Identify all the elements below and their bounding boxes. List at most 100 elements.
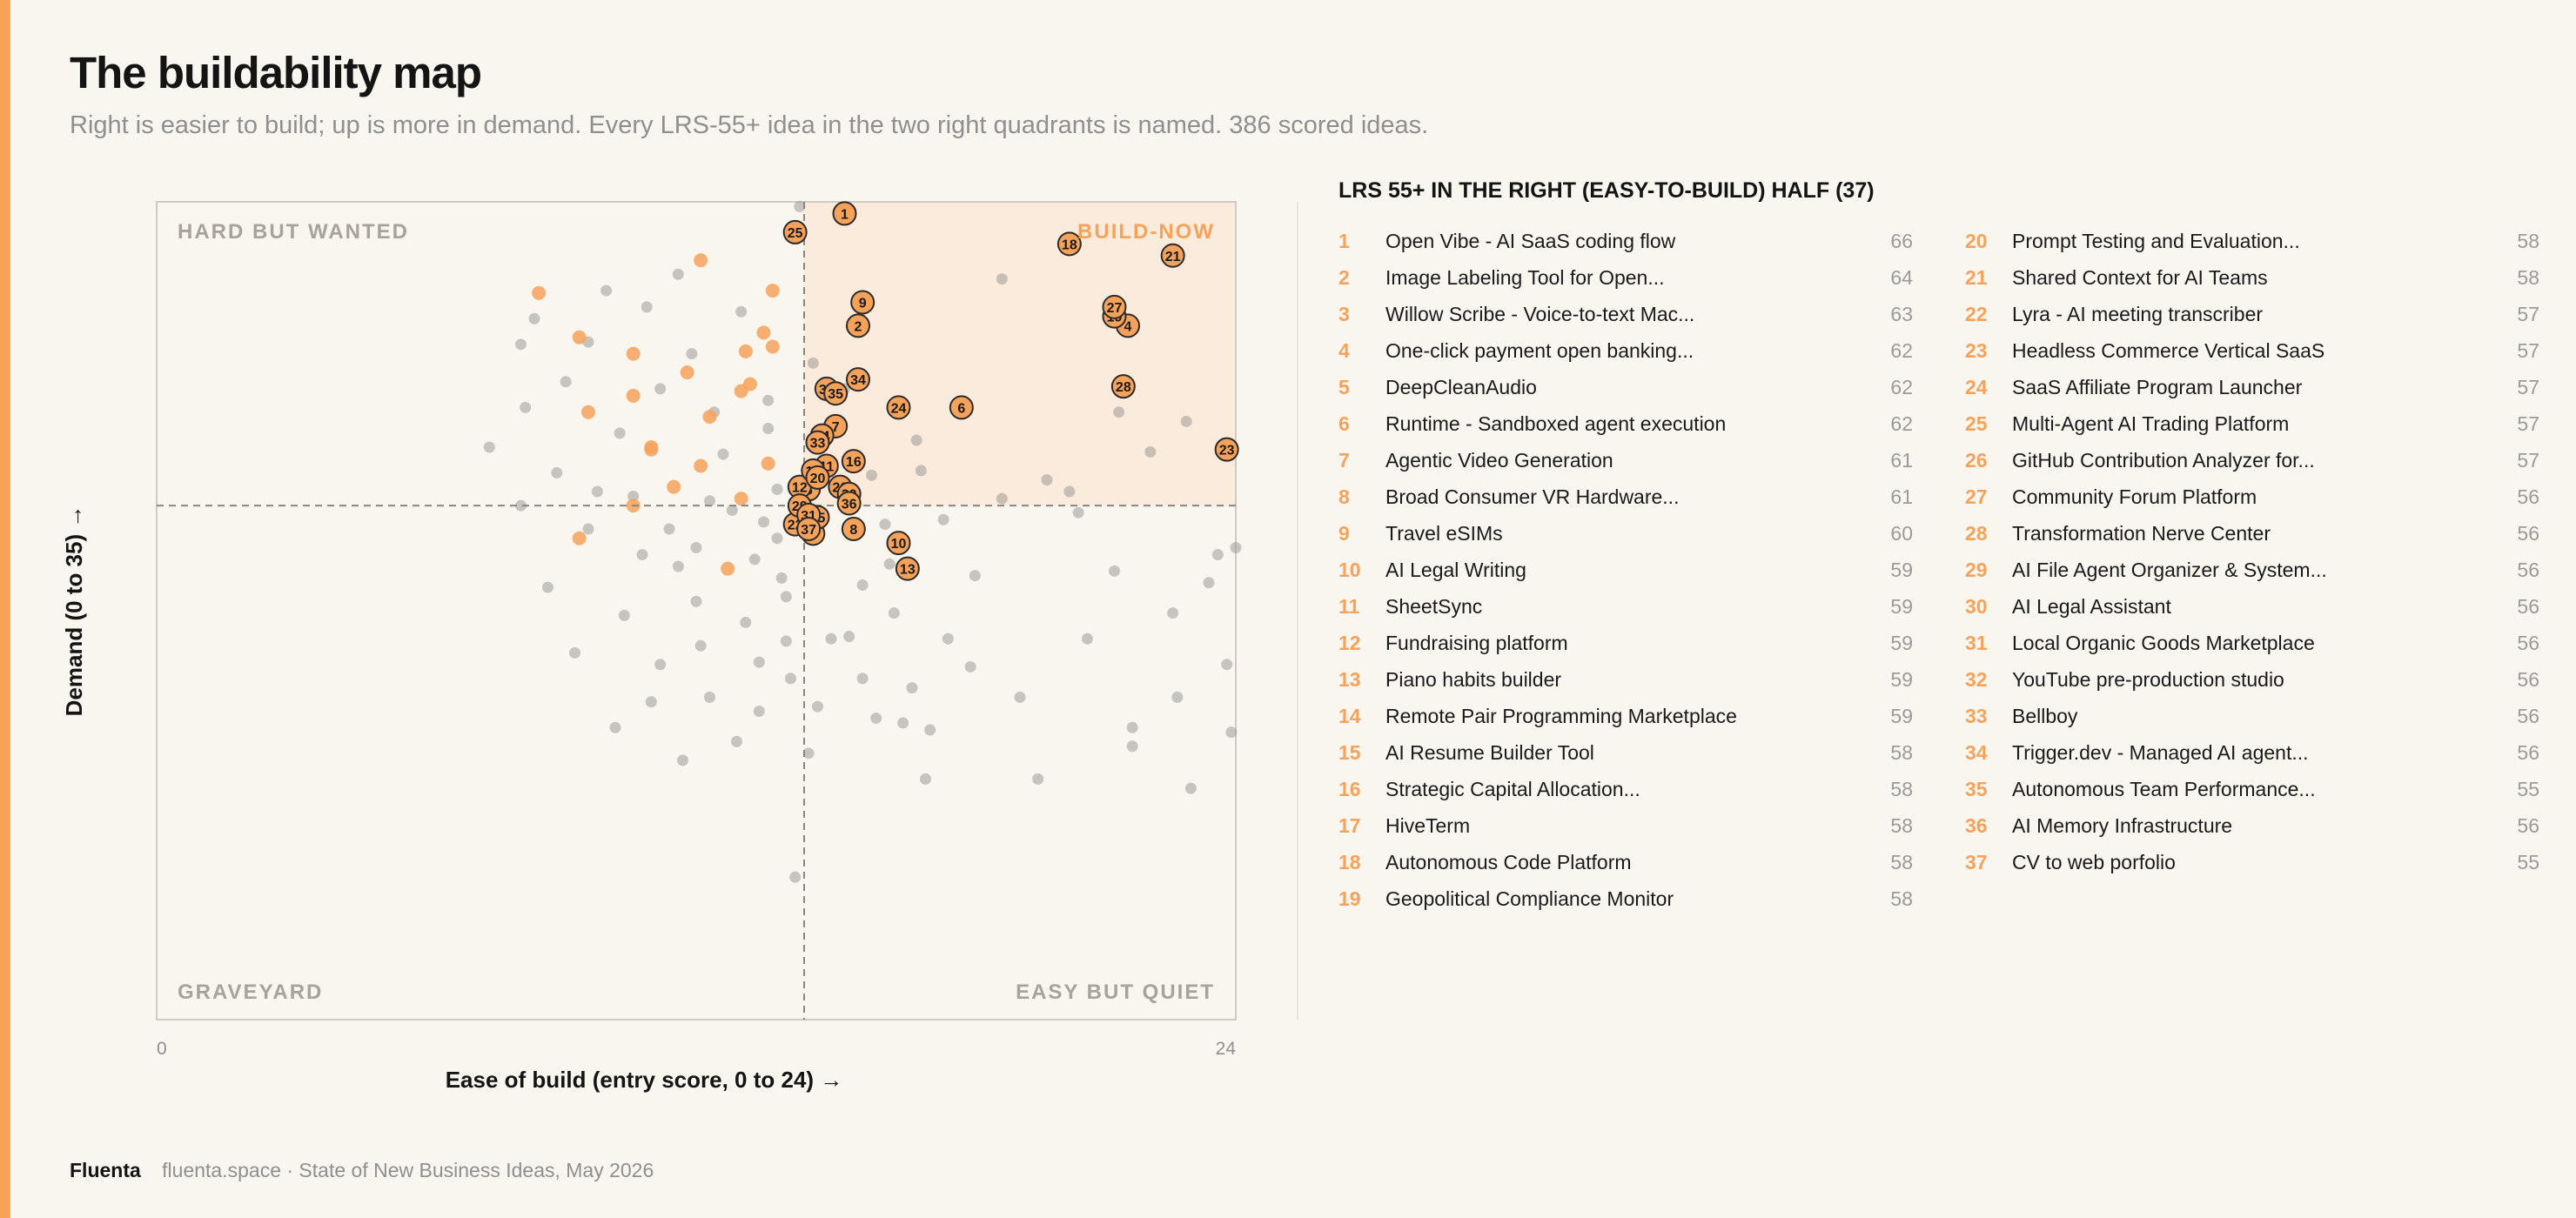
labeled-point-18: 18 [1057,231,1082,257]
highlight-point-15 [721,561,735,576]
list-item-name: Geopolitical Compliance Monitor [1385,887,1674,910]
list-item-number: 15 [1338,741,1361,764]
labeled-point-id: 25 [788,226,803,241]
data-point-59 [515,499,527,512]
list-item-name: YouTube pre-production studio [2012,668,2284,691]
data-point-41 [879,519,891,531]
list-item-name: GitHub Contribution Analyzer for... [2012,449,2315,472]
list-item-name: Runtime - Sandboxed agent execution [1385,412,1727,435]
quadrant-label-easy-but-quiet: EASY BUT QUIET [1016,980,1215,1004]
labeled-point-6: 6 [949,395,974,420]
labeled-point-marker [805,465,830,490]
list-item-score: 62 [1890,376,1913,398]
list-item-number: 5 [1338,376,1350,398]
labeled-point-id: 6 [957,401,965,416]
data-point-6 [654,383,667,395]
list-item: 24 SaaS Affiliate Program Launcher 57 [1965,369,2539,405]
labeled-point-id: 1 [841,207,849,222]
list-item: 28 Transformation Nerve Center 56 [1965,515,2539,552]
labeled-point-27: 27 [1102,294,1127,319]
data-point-85 [915,465,927,477]
labeled-point-id: 21 [1165,250,1181,264]
data-point-91 [1221,659,1233,671]
labeled-point-marker [895,556,920,581]
labeled-point-id: 33 [810,437,826,452]
list-item-number: 32 [1965,668,1988,691]
list-item-name: Broad Consumer VR Hardware... [1385,485,1680,508]
list-item: 27 Community Forum Platform 56 [1965,478,2539,515]
list-item-name: SheetSync [1385,595,1483,618]
list-item-number: 18 [1338,851,1361,873]
labeled-point-34: 34 [846,367,870,392]
labeled-point-marker [1102,294,1127,319]
plot-frame [156,201,1237,1021]
list-item-score: 66 [1890,230,1913,252]
list-item-name: AI Memory Infrastructure [2012,814,2233,837]
data-point-9 [726,505,738,517]
labeled-point-id: 7 [832,420,840,435]
points-labeled-layer: 1234567891011121314151617181920212223242… [782,201,1239,581]
list-item-number: 34 [1965,741,1988,764]
data-point-76 [704,495,715,507]
list-item-name: SaaS Affiliate Program Launcher [2012,376,2303,398]
data-point-26 [1063,485,1076,498]
data-point-39 [937,513,949,525]
list-item-name: Piano habits builder [1385,668,1562,691]
data-point-18 [870,713,882,725]
quadrant-label-graveyard: GRAVEYARD [178,980,323,1004]
labeled-point-marker [1057,231,1082,257]
data-point-7 [672,560,684,572]
labeled-point-marker [841,449,866,474]
data-point-46 [542,581,553,593]
data-point-1 [520,401,532,413]
labeled-point-marker [846,367,870,392]
highlight-point-0 [694,253,708,268]
list-item-score: 58 [2517,230,2539,252]
list-item-name: Multi-Agent AI Trading Platform [2012,412,2290,435]
page-title: The buildability map [70,48,482,97]
list-item-number: 20 [1965,230,1988,252]
data-point-68 [645,696,657,708]
list-item-number: 12 [1338,632,1361,654]
highlight-point-4 [765,284,780,298]
labeled-point-id: 23 [1219,444,1235,458]
labeled-point-marker [1160,243,1185,268]
list-item-score: 55 [2517,851,2539,873]
labeled-point-marker [796,517,822,541]
labeled-point-id: 28 [1116,380,1131,395]
highlight-point-13 [761,456,775,471]
data-point-47 [569,646,580,659]
list-item: 37 CV to web porfolio 55 [1965,844,2539,880]
data-point-88 [1113,406,1125,418]
panel-divider [1297,202,1298,1020]
list-item-number: 8 [1338,485,1350,508]
list-item-number: 11 [1338,595,1360,618]
list-item: 11 SheetSync 59 [1338,588,1913,625]
list-item-name: Open Vibe - AI SaaS coding flow [1385,230,1676,252]
data-point-84 [883,558,896,570]
highlight-point-16 [734,384,748,398]
highlight-point-18 [734,492,748,506]
list-item-score: 55 [2517,778,2539,800]
list-item-name: Lyra - AI meeting transcriber [2012,303,2264,325]
list-item: 3 Willow Scribe - Voice-to-text Mac... 63 [1338,296,1913,332]
x-tick-label-max: 24 [1216,1039,1237,1059]
list-item-score: 56 [2517,595,2539,618]
labeled-point-id: 4 [1124,319,1132,334]
list-item-score: 61 [1890,449,1913,472]
points-highlight-layer [532,253,780,576]
list-item-name: Prompt Testing and Evaluation... [2012,230,2300,252]
data-point-35 [1230,541,1242,553]
list-item-number: 31 [1965,632,1988,654]
labeled-point-24: 24 [886,395,911,420]
data-point-64 [528,312,540,325]
highlight-point-9 [581,405,595,419]
list-item-score: 56 [2517,741,2539,764]
labeled-point-8: 8 [841,517,866,541]
data-point-54 [663,523,675,535]
labeled-point-id: 27 [1107,301,1123,316]
labeled-point-37: 37 [796,517,822,541]
list-item-number: 4 [1338,339,1350,362]
footer-brand: Fluenta [70,1159,141,1181]
data-point-5 [641,301,653,313]
